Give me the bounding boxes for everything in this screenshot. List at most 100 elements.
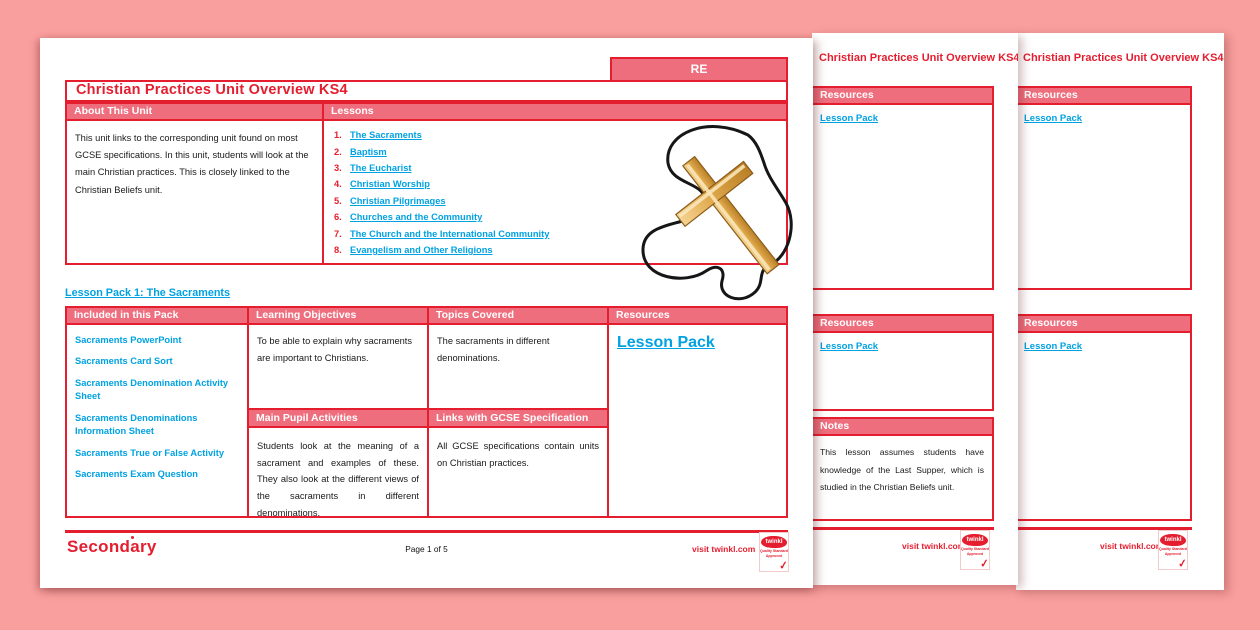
logo-tagline-line1: Quality Standard — [1159, 547, 1188, 551]
checkmark-icon: ✓ — [778, 559, 789, 573]
subject-tab: RE — [610, 57, 788, 80]
activities-header: Main Pupil Activities — [249, 408, 427, 428]
twinkl-logo: twinkl Quality Standard Approved ✓ — [1158, 530, 1188, 571]
page2-title: Christian Practices Unit Overview KS4 — [819, 52, 1018, 64]
logo-tagline: Quality Standard Approved — [1159, 547, 1187, 556]
objectives-body: To be able to explain why sacraments are… — [257, 336, 413, 364]
about-column: About This Unit This unit links to the c… — [67, 104, 322, 263]
wooden-cross — [674, 155, 780, 275]
logo-tagline-line2: Approved — [1164, 551, 1182, 556]
logo-tagline: Quality Standard Approved — [961, 547, 989, 556]
lesson-link[interactable]: Evangelism and Other Religions — [350, 244, 493, 255]
lesson-pack-link[interactable]: Lesson Pack — [617, 334, 715, 351]
included-header: Included in this Pack — [67, 308, 247, 325]
lesson-link[interactable]: The Church and the International Communi… — [350, 228, 550, 239]
footer-rule — [65, 530, 788, 533]
activities-body: Students look at the meaning of a sacram… — [257, 441, 419, 518]
document-title: Christian Practices Unit Overview KS4 — [76, 82, 348, 98]
cross-and-cord-illustration — [641, 125, 793, 301]
page2-resources-section-1: Resources Lesson Pack — [812, 86, 994, 290]
page-indicator: Page 1 of 5 — [405, 544, 448, 554]
objectives-header: Learning Objectives — [249, 308, 427, 325]
document-title-box: Christian Practices Unit Overview KS4 — [65, 80, 788, 102]
overview-table: About This Unit This unit links to the c… — [65, 102, 788, 265]
lesson-pack-link[interactable]: Lesson Pack — [820, 113, 879, 124]
lesson-pack-heading[interactable]: Lesson Pack 1: The Sacraments — [65, 287, 231, 299]
secondary-brand-logo: Secondary — [67, 536, 157, 556]
lesson-pack-table: Included in this Pack Sacraments PowerPo… — [65, 306, 788, 518]
page3-resources-section-1: Resources Lesson Pack — [1016, 86, 1192, 290]
gcse-body: All GCSE specifications contain units on… — [437, 441, 599, 468]
lesson-item: 5. Christian Pilgrimages — [334, 193, 786, 209]
topics-column: Topics Covered The sacraments in differe… — [427, 308, 607, 516]
pack-item-link[interactable]: Sacraments Card Sort — [75, 356, 173, 367]
visit-twinkl-link: visit twinkl.com — [902, 541, 966, 551]
pack-item-link[interactable]: Sacraments Denominations Information She… — [75, 412, 198, 437]
lessons-column: Lessons 1. The Sacraments 2. Baptism 3. … — [322, 104, 786, 263]
lesson-number: 8. — [334, 244, 342, 255]
lesson-link[interactable]: Christian Worship — [350, 179, 430, 190]
pack-item-link[interactable]: Sacraments PowerPoint — [75, 335, 182, 345]
lesson-pack-link[interactable]: Lesson Pack — [1024, 341, 1083, 352]
logo-tagline: Quality Standard Approved — [760, 549, 788, 558]
about-body: This unit links to the corresponding uni… — [75, 133, 309, 195]
lesson-item: 3. The Eucharist — [334, 160, 786, 176]
page3-title: Christian Practices Unit Overview KS4 — [1023, 52, 1224, 64]
objectives-column: Learning Objectives To be able to explai… — [247, 308, 427, 518]
notes-body: This lesson assumes students have knowle… — [820, 447, 984, 493]
cord-path — [641, 125, 793, 301]
lesson-number: 5. — [334, 195, 342, 206]
notes-header: Notes — [812, 419, 992, 436]
twinkl-cloud-icon: twinkl — [761, 536, 787, 548]
page3-resources-section-2: Resources Lesson Pack — [1016, 314, 1192, 521]
lesson-number: 2. — [334, 146, 342, 157]
visit-twinkl-link: visit twinkl.com — [692, 544, 756, 554]
about-header: About This Unit — [67, 104, 322, 121]
page-2: Christian Practices Unit Overview KS4 Re… — [812, 33, 1018, 585]
lesson-item: 7. The Church and the International Comm… — [334, 225, 786, 241]
lesson-item: 6. Churches and the Community — [334, 209, 786, 225]
lesson-item: 4. Christian Worship — [334, 176, 786, 192]
checkmark-icon: ✓ — [1177, 557, 1188, 571]
logo-tagline-line1: Quality Standard — [760, 549, 789, 553]
included-list: Sacraments PowerPoint Sacraments Card So… — [67, 325, 247, 499]
logo-tagline-line2: Approved — [966, 551, 984, 556]
pack-item-link[interactable]: Sacraments Denomination Activity Sheet — [75, 377, 229, 402]
lesson-link[interactable]: Baptism — [350, 146, 387, 157]
resources-header: Resources — [812, 88, 992, 105]
resources-header: Resources — [1016, 88, 1190, 105]
visit-twinkl-link: visit twinkl.com — [1100, 541, 1164, 551]
lesson-number: 4. — [334, 179, 342, 190]
lesson-link[interactable]: The Sacraments — [350, 130, 422, 141]
lesson-number: 3. — [334, 162, 342, 173]
topics-body: The sacraments in different denomination… — [437, 336, 550, 364]
resources-column: Resources Lesson Pack — [607, 308, 786, 516]
twinkl-logo: twinkl Quality Standard Approved ✓ — [759, 532, 789, 573]
footer-rule — [1016, 527, 1192, 530]
lesson-link[interactable]: The Eucharist — [350, 162, 412, 173]
lesson-number: 7. — [334, 228, 342, 239]
lesson-pack-link[interactable]: Lesson Pack — [820, 341, 879, 352]
logo-tagline-line2: Approved — [765, 553, 783, 558]
twinkl-cloud-icon: twinkl — [1160, 534, 1186, 546]
lessons-header: Lessons — [324, 104, 786, 121]
pack-item-link[interactable]: Sacraments Exam Question — [75, 469, 198, 480]
lesson-number: 1. — [334, 130, 342, 141]
lesson-link[interactable]: Churches and the Community — [350, 212, 483, 223]
lesson-item: 8. Evangelism and Other Religions — [334, 242, 786, 258]
included-column: Included in this Pack Sacraments PowerPo… — [67, 308, 247, 516]
resources-header: Resources — [609, 308, 786, 325]
gcse-header: Links with GCSE Specification — [429, 408, 607, 428]
lesson-item: 2. Baptism — [334, 143, 786, 159]
page2-resources-section-2: Resources Lesson Pack — [812, 314, 994, 411]
pack-item-link[interactable]: Sacraments True or False Activity — [75, 447, 224, 458]
resources-header: Resources — [1016, 316, 1190, 333]
lesson-pack-link[interactable]: Lesson Pack — [1024, 113, 1083, 124]
footer-rule — [812, 527, 994, 530]
topics-header: Topics Covered — [429, 308, 607, 325]
twinkl-cloud-icon: twinkl — [962, 534, 988, 546]
logo-tagline-line1: Quality Standard — [961, 547, 990, 551]
lesson-item: 1. The Sacraments — [334, 127, 786, 143]
lesson-link[interactable]: Christian Pilgrimages — [350, 195, 446, 206]
